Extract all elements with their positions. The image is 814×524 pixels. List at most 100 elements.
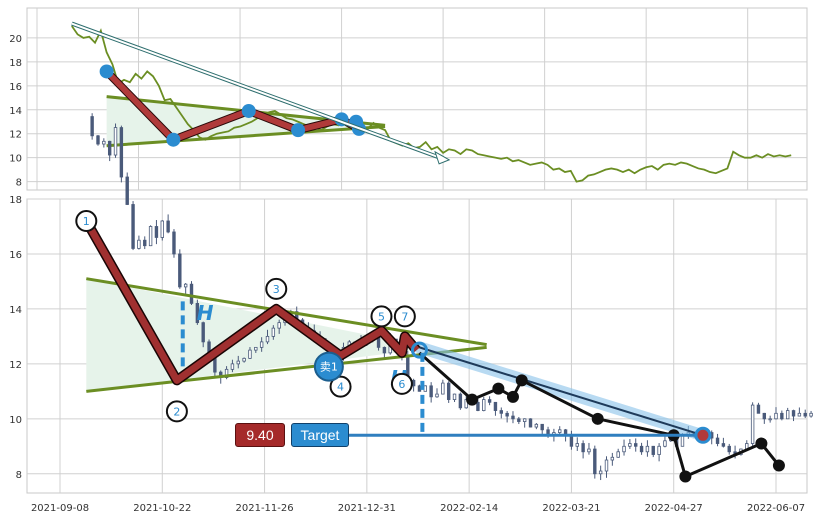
main-candle-body <box>493 401 498 411</box>
main-candle-body <box>569 434 574 447</box>
main-candle-body <box>680 434 685 447</box>
main-candle-body <box>382 346 387 354</box>
top-y-tick-label: 18 <box>9 58 22 69</box>
main-candle-body <box>236 360 240 365</box>
main-candle-body <box>195 303 200 324</box>
main-y-tick-label: 16 <box>9 250 22 261</box>
main-candle-body <box>768 418 772 421</box>
main-candle-body <box>639 445 644 453</box>
main-candle-body <box>575 443 579 447</box>
main-candle-body <box>657 445 661 455</box>
main-candle-body <box>277 322 281 329</box>
main-candle-body <box>183 283 188 288</box>
main-x-tick-label: 2021-12-31 <box>338 503 396 514</box>
main-x-tick-label: 2022-06-07 <box>747 503 805 514</box>
main-candle-body <box>423 385 428 392</box>
main-candle-body <box>622 445 626 453</box>
main-x-tick-label: 2022-02-14 <box>440 503 498 514</box>
main-candle-body <box>534 423 539 428</box>
main-point-label-3: 3 <box>273 283 280 296</box>
main-point-marker-3 <box>265 277 288 300</box>
top-pattern-node <box>166 132 181 147</box>
main-candle-body <box>259 341 264 348</box>
top-y-tick-label: 10 <box>9 154 22 165</box>
target-value-label: 9.40 <box>235 423 285 447</box>
main-point-label-7: 7 <box>401 310 408 323</box>
main-candle-body <box>791 410 796 417</box>
main-candle-body <box>178 253 182 288</box>
main-candle-body <box>598 470 603 475</box>
main-candle-body <box>248 349 252 359</box>
main-point-marker-7 <box>393 305 416 328</box>
main-point-marker-1 <box>75 209 98 232</box>
main-candle-body <box>242 357 246 362</box>
main-candle-body <box>663 440 667 447</box>
top-y-tick-label: 12 <box>9 130 22 141</box>
top-pattern-node <box>241 103 256 118</box>
main-candle-body <box>517 418 521 422</box>
main-wave-marker <box>466 393 479 406</box>
main-candle-body <box>441 382 445 395</box>
main-candle-body <box>131 204 135 249</box>
main-candle-body <box>499 410 503 414</box>
main-height-label-1: H <box>197 301 214 325</box>
main-candle-body <box>107 140 112 156</box>
main-target-ring <box>694 426 712 444</box>
main-entry-ring <box>410 341 428 359</box>
main-candle-body <box>90 116 94 137</box>
main-candle-body <box>148 226 153 247</box>
main-projection-line <box>419 346 704 437</box>
target-label: Target <box>291 423 349 447</box>
main-candle-body <box>797 412 802 417</box>
main-candle-body <box>113 127 118 156</box>
main-candle-body <box>125 176 129 205</box>
main-candle-body <box>809 412 813 417</box>
main-point-marker-2 <box>165 400 188 423</box>
main-wave-marker <box>492 382 505 395</box>
main-candle-body <box>172 231 176 255</box>
main-candle-body <box>224 368 229 378</box>
main-y-tick-label: 18 <box>9 195 22 206</box>
main-x-tick-label: 2021-11-26 <box>236 503 294 514</box>
top-trend-arrow-head <box>434 150 451 165</box>
main-candle-body <box>160 220 164 238</box>
main-sell-label: 卖1 <box>320 361 338 374</box>
top-y-tick-label: 8 <box>16 178 22 189</box>
main-point-label-5: 5 <box>378 310 385 323</box>
main-x-tick-label: 2021-10-22 <box>133 503 191 514</box>
main-candle-body <box>452 393 457 400</box>
main-candle-body <box>505 412 509 417</box>
main-wave-marker <box>772 459 785 472</box>
main-wave-marker <box>591 412 604 425</box>
main-wave-path <box>418 351 781 479</box>
main-point-marker-6 <box>390 372 413 395</box>
main-candle-body <box>628 443 632 447</box>
main-candle-body <box>774 412 778 420</box>
main-candle-body <box>189 283 194 304</box>
main-candle-body <box>528 418 533 428</box>
main-candle-body <box>756 404 761 414</box>
main-candle-body <box>102 140 106 145</box>
main-candle-body <box>265 335 270 343</box>
top-trend-arrow-inner <box>71 22 444 160</box>
main-candle-body <box>482 399 486 411</box>
main-y-tick-label: 10 <box>9 415 22 426</box>
main-candle-body <box>476 401 480 411</box>
main-pattern-path <box>83 219 420 384</box>
main-candle-body <box>651 445 655 455</box>
main-point-marker-4 <box>329 375 352 398</box>
top-pattern-node <box>291 123 306 138</box>
main-candle-body <box>271 327 276 337</box>
top-price-line <box>71 25 792 183</box>
main-candle-body <box>429 385 433 398</box>
main-candle-body <box>558 429 562 433</box>
main-x-tick-label: 2022-03-21 <box>542 503 600 514</box>
top-y-tick-label: 16 <box>9 82 22 93</box>
main-point-label-1: 1 <box>83 215 90 228</box>
main-point-marker-5 <box>370 305 393 328</box>
main-candle-body <box>540 423 544 431</box>
main-candle-body <box>785 410 790 420</box>
top-pattern-node <box>99 64 114 79</box>
main-candle-body <box>254 346 258 351</box>
main-candle-body <box>417 385 422 392</box>
